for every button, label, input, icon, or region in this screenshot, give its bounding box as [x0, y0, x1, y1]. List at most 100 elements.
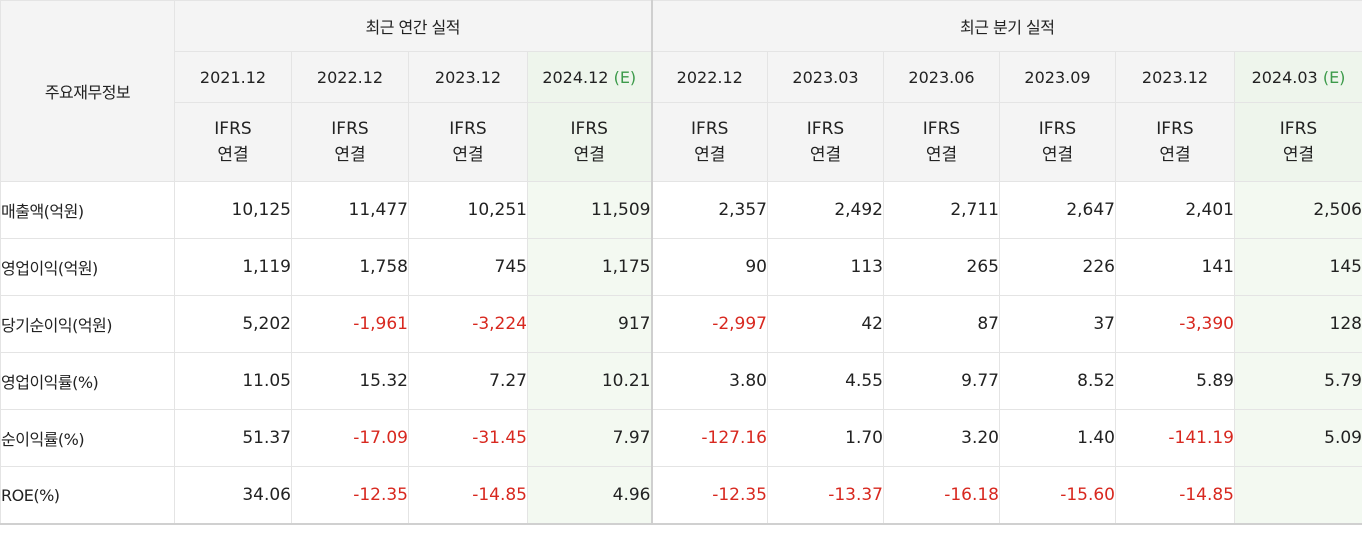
value-cell: 90: [651, 238, 768, 296]
value-cell: 34.06: [174, 466, 292, 525]
accounting-basis-header: IFRS 연결: [291, 102, 409, 182]
value-cell: -15.60: [999, 466, 1116, 525]
basis-consolidation: 연결: [217, 145, 249, 165]
value-cell: 3.20: [883, 409, 1000, 467]
accounting-basis-header: IFRS 연결: [174, 102, 292, 182]
value-cell: 745: [408, 238, 528, 296]
annual-group-header: 최근 연간 실적: [174, 0, 653, 52]
period-header: 2023.12: [1115, 51, 1235, 103]
value-cell: 5.89: [1115, 352, 1235, 410]
period-header: 2024.12 (E): [527, 51, 653, 103]
value-cell: 5.79: [1234, 352, 1362, 410]
value-cell: 2,711: [883, 181, 1000, 239]
value-cell: -12.35: [291, 466, 409, 525]
accounting-basis-header: IFRS 연결: [999, 102, 1116, 182]
value-cell: 10,125: [174, 181, 292, 239]
value-cell: 42: [767, 295, 884, 353]
value-cell: 1,119: [174, 238, 292, 296]
period-label: 2023.09: [1024, 67, 1091, 87]
estimate-mark: (E): [1322, 67, 1346, 87]
value-cell: 4.96: [527, 466, 653, 525]
value-cell: 9.77: [883, 352, 1000, 410]
period-header: 2023.06: [883, 51, 1000, 103]
value-cell: 11,509: [527, 181, 653, 239]
basis-standard: IFRS: [691, 119, 729, 139]
estimate-mark: (E): [613, 67, 637, 87]
period-header: 2023.09: [999, 51, 1116, 103]
value-cell: 51.37: [174, 409, 292, 467]
value-cell: 2,492: [767, 181, 884, 239]
value-cell: [1234, 466, 1362, 525]
period-label: 2022.12: [316, 67, 384, 87]
value-cell: -3,224: [408, 295, 528, 353]
row-label: 영업이익(억원): [0, 238, 175, 296]
basis-consolidation: 연결: [1282, 145, 1315, 165]
value-cell: 11,477: [291, 181, 409, 239]
basis-consolidation: 연결: [573, 145, 605, 165]
basis-consolidation: 연결: [1159, 145, 1191, 165]
accounting-basis-header: IFRS 연결: [408, 102, 528, 182]
value-cell: 8.52: [999, 352, 1116, 410]
value-cell: 113: [767, 238, 884, 296]
value-cell: 265: [883, 238, 1000, 296]
value-cell: 145: [1234, 238, 1362, 296]
value-cell: 128: [1234, 295, 1362, 353]
value-cell: -13.37: [767, 466, 884, 525]
value-cell: 141: [1115, 238, 1235, 296]
value-cell: -12.35: [651, 466, 768, 525]
basis-standard: IFRS: [806, 119, 845, 139]
basis-standard: IFRS: [1038, 119, 1077, 139]
value-cell: 37: [999, 295, 1116, 353]
accounting-basis-header: IFRS 연결: [527, 102, 653, 182]
basis-standard: IFRS: [570, 119, 608, 139]
basis-consolidation: 연결: [1041, 145, 1074, 165]
value-cell: 7.27: [408, 352, 528, 410]
period-header-row: 2021.12 2022.12 2023.12 2024.12 (E) 2022.12 2…: [1, 51, 1362, 103]
row-label: 순이익률(%): [0, 409, 175, 467]
basis-standard: IFRS: [1156, 119, 1194, 139]
value-cell: 5,202: [174, 295, 292, 353]
value-cell: 226: [999, 238, 1116, 296]
row-label: ROE(%): [0, 466, 175, 525]
value-cell: -2,997: [651, 295, 768, 353]
value-cell: 2,401: [1115, 181, 1235, 239]
period-header: 2023.03: [767, 51, 884, 103]
basis-consolidation: 연결: [925, 145, 958, 165]
period-header: 2023.12: [408, 51, 528, 103]
accounting-basis-header: IFRS 연결: [883, 102, 1000, 182]
value-cell: 1,758: [291, 238, 409, 296]
accounting-basis-header: IFRS 연결: [1234, 102, 1362, 182]
value-cell: 2,506: [1234, 181, 1362, 239]
accounting-basis-header: IFRS 연결: [1115, 102, 1235, 182]
value-cell: 917: [527, 295, 653, 353]
value-cell: 2,647: [999, 181, 1116, 239]
value-cell: -14.85: [1115, 466, 1235, 525]
value-cell: 15.32: [291, 352, 409, 410]
table-row: 순이익률(%) 51.37 -17.09 -31.45 7.97 -127.16 1.70 3…: [0, 409, 1362, 467]
group-header-row: 주요재무정보 최근 연간 실적 최근 분기 실적: [0, 0, 1362, 182]
table-row: 영업이익(억원) 1,119 1,758 745 1,175 90 113 265 226 141…: [0, 238, 1362, 296]
period-label: 2022.12: [676, 67, 743, 87]
period-header: 2024.03 (E): [1234, 51, 1362, 103]
value-cell: -1,961: [291, 295, 409, 353]
basis-consolidation: 연결: [694, 145, 726, 165]
value-cell: -14.85: [408, 466, 528, 525]
row-label: 매출액(억원): [0, 181, 175, 239]
value-cell: 2,357: [651, 181, 768, 239]
period-label: 2021.12: [199, 67, 267, 87]
period-label: 2023.12: [1141, 67, 1209, 87]
period-header: 2022.12: [291, 51, 409, 103]
period-header: 2021.12: [174, 51, 292, 103]
value-cell: 3.80: [651, 352, 768, 410]
period-label: 2024.12: [542, 67, 609, 87]
value-cell: 10.21: [527, 352, 653, 410]
value-cell: 1.70: [767, 409, 884, 467]
basis-consolidation: 연결: [809, 145, 842, 165]
row-label: 영업이익률(%): [0, 352, 175, 410]
basis-standard: IFRS: [922, 119, 961, 139]
basis-standard: IFRS: [331, 119, 369, 139]
basis-standard: IFRS: [1279, 119, 1318, 139]
value-cell: -17.09: [291, 409, 409, 467]
value-cell: 1.40: [999, 409, 1116, 467]
value-cell: 87: [883, 295, 1000, 353]
